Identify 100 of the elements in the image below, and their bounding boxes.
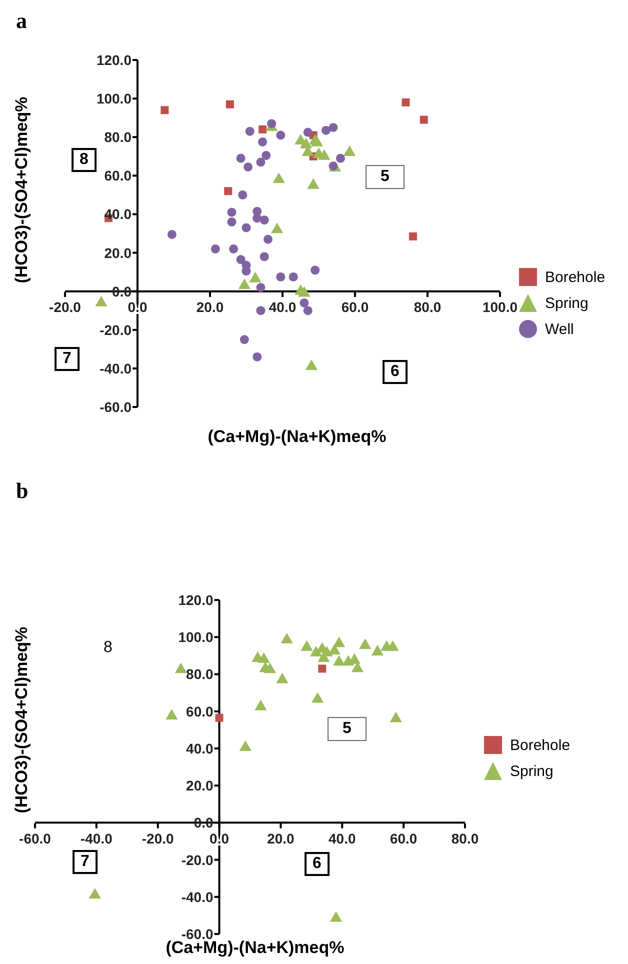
y-tick-label: 60.0 — [104, 168, 132, 184]
annotation: 8 — [72, 148, 96, 172]
annotation: 7 — [54, 347, 80, 371]
point — [276, 672, 288, 684]
point — [245, 126, 254, 136]
point — [272, 172, 285, 184]
y-tick-label: 100.0 — [178, 629, 214, 646]
point — [258, 137, 268, 146]
point — [226, 100, 234, 108]
point — [88, 888, 101, 899]
x-tick-label: 20.0 — [196, 299, 224, 315]
y-tick-label: -40.0 — [181, 888, 214, 905]
point — [270, 222, 284, 234]
x-tick-label: -40.0 — [80, 830, 113, 846]
point — [321, 126, 331, 135]
annotation: 6 — [382, 360, 408, 384]
annotation: 8 — [98, 638, 118, 658]
y-tick-label: 20.0 — [104, 244, 132, 261]
x-tick-label: 60.0 — [390, 830, 418, 846]
x-tick-label: 40.0 — [328, 830, 356, 846]
point — [310, 266, 320, 275]
x-tick-label: 60.0 — [341, 299, 369, 315]
x-axis-title: (Ca+Mg)-(Na+K)meq% — [208, 427, 386, 447]
point — [256, 158, 266, 167]
y-tick-label: 20.0 — [186, 778, 214, 794]
point — [332, 655, 346, 666]
legend-label: Spring — [510, 762, 554, 780]
point — [174, 662, 187, 674]
point — [258, 652, 270, 663]
y-axis-title: (HCO3)-(SO4+Cl)meq% — [12, 626, 32, 814]
point — [305, 360, 318, 370]
chart-title: a — [16, 8, 27, 34]
point — [328, 122, 338, 132]
point — [256, 282, 266, 292]
point — [242, 223, 251, 232]
point — [267, 119, 276, 128]
point — [276, 272, 286, 282]
point — [330, 911, 342, 922]
y-tick-label: -60.0 — [100, 399, 132, 415]
point — [409, 232, 417, 240]
point — [288, 272, 298, 282]
x-tick-label: 80.0 — [414, 299, 442, 315]
point — [252, 214, 262, 223]
point — [167, 230, 176, 239]
point — [311, 692, 324, 703]
y-tick-label: 40.0 — [186, 740, 214, 756]
x-tick-label: 20.0 — [267, 830, 295, 846]
y-tick-label: 80.0 — [104, 129, 132, 146]
point — [227, 217, 236, 226]
point — [160, 106, 169, 114]
point — [238, 278, 251, 290]
point — [371, 644, 384, 656]
point — [343, 146, 356, 156]
point — [264, 662, 276, 674]
y-tick-label: 120.0 — [96, 52, 132, 68]
y-tick-label: -20.0 — [181, 852, 214, 868]
y-tick-label: 100.0 — [96, 90, 132, 107]
legend-label: Borehole — [510, 736, 570, 754]
x-tick-label: -60.0 — [19, 830, 52, 846]
point — [229, 244, 238, 254]
point — [386, 640, 399, 651]
point — [276, 130, 286, 140]
point — [238, 190, 248, 200]
point — [300, 640, 313, 651]
annotation: 5 — [366, 165, 404, 189]
point — [224, 187, 232, 196]
y-axis-title: (HCO3)-(SO4+Cl)meq% — [12, 96, 32, 284]
point — [332, 636, 346, 648]
point — [303, 306, 312, 316]
point — [263, 234, 273, 244]
point — [210, 244, 220, 254]
point — [166, 708, 178, 720]
point — [390, 712, 402, 722]
point — [328, 162, 338, 171]
point — [303, 128, 312, 137]
point — [236, 255, 246, 264]
point — [252, 352, 262, 362]
annotation: 6 — [304, 852, 330, 876]
y-tick-label: 60.0 — [186, 703, 214, 720]
point — [244, 162, 253, 172]
point — [262, 150, 271, 160]
point — [300, 298, 309, 308]
point — [236, 154, 246, 163]
y-tick-label: 120.0 — [178, 592, 214, 608]
x-tick-label: 100.0 — [482, 299, 518, 315]
chart-title: b — [16, 478, 28, 504]
y-tick-label: -20.0 — [100, 322, 132, 338]
annotation: 5 — [328, 717, 366, 741]
x-tick-label: 80.0 — [451, 830, 479, 846]
x-tick-label: -20.0 — [49, 299, 82, 315]
point — [420, 116, 428, 124]
point — [258, 125, 267, 134]
x-tick-label: -20.0 — [142, 830, 174, 846]
legend-label: Well — [545, 320, 574, 338]
point — [227, 208, 236, 217]
point — [260, 216, 269, 225]
legend-label: Spring — [545, 294, 588, 312]
legend-label: Borehole — [545, 268, 606, 286]
point — [240, 335, 249, 344]
annotation: 7 — [72, 850, 98, 874]
